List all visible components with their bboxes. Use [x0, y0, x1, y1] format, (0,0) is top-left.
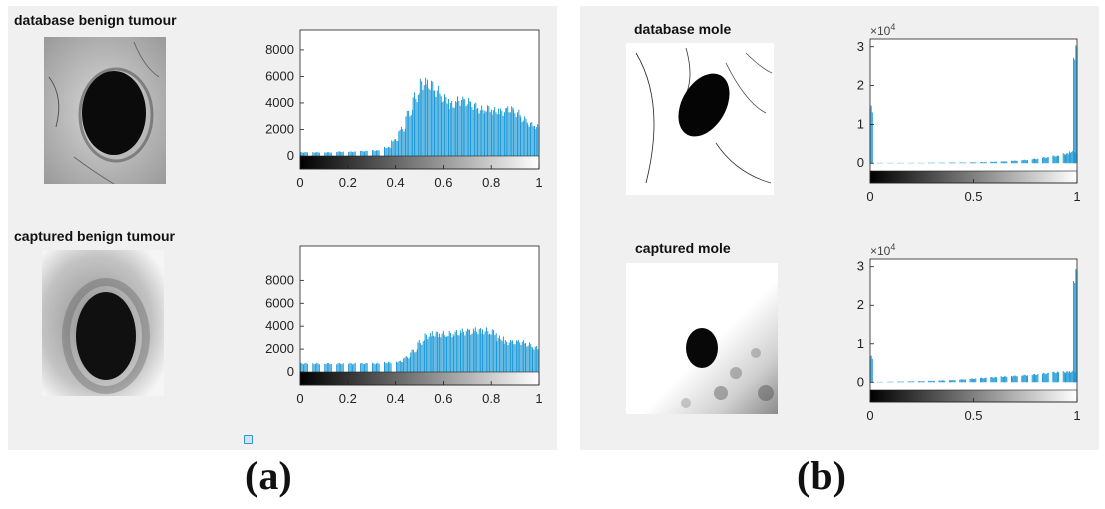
y-exponent-label: ×104 — [870, 22, 895, 38]
axes-frame — [299, 245, 540, 386]
colorbar — [299, 371, 540, 386]
y-tick-label: 2 — [857, 78, 864, 93]
y-tick-label: 6000 — [265, 295, 294, 310]
y-tick-label: 6000 — [265, 68, 294, 83]
y-tick-label: 1 — [857, 116, 864, 131]
y-tick-label: 0 — [857, 374, 864, 389]
y-tick-label: 3 — [857, 39, 864, 54]
x-tick-label: 0.2 — [339, 175, 357, 190]
x-tick-label: 0 — [296, 391, 303, 406]
x-tick-label: 0.4 — [387, 391, 405, 406]
y-tick-label: 2000 — [265, 341, 294, 356]
database-mole-image — [626, 43, 774, 195]
figure-label-b: (b) — [797, 453, 846, 498]
top-image-title: database benign tumour — [14, 12, 177, 28]
x-tick-label: 0 — [296, 175, 303, 190]
x-tick-label: 1 — [1073, 408, 1080, 423]
y-exponent-power: 4 — [890, 22, 895, 32]
colorbar — [299, 155, 540, 170]
y-tick-label: 8000 — [265, 42, 294, 57]
axes-frame — [299, 29, 540, 170]
x-tick-label: 0.8 — [482, 175, 500, 190]
x-tick-label: 0.4 — [387, 175, 405, 190]
x-tick-label: 0 — [866, 408, 873, 423]
top-image-title: database mole — [634, 21, 732, 37]
bottom-image-title: captured mole — [635, 240, 731, 256]
histogram-b-top: 0 1 2 3 0 0.5 1 ×104 — [857, 22, 1081, 204]
x-tick-label: 1 — [535, 391, 542, 406]
histogram-a-bottom: 0 2000 4000 6000 8000 0 0.2 0.4 0.6 0.8 1 — [265, 245, 543, 406]
y-tick-label: 0 — [857, 155, 864, 170]
bottom-image-title: captured benign tumour — [14, 228, 175, 244]
y-tick-label: 1 — [857, 336, 864, 351]
x-tick-label: 0.5 — [964, 189, 982, 204]
x-tick-label: 0 — [866, 189, 873, 204]
y-exponent-power: 4 — [890, 242, 895, 252]
x-tick-label: 0.6 — [434, 391, 452, 406]
figure-label-a: (a) — [245, 453, 292, 498]
y-tick-label: 0 — [287, 148, 294, 163]
captured-mole-image — [626, 263, 778, 414]
y-tick-label: 4000 — [265, 318, 294, 333]
y-tick-label: 3 — [857, 259, 864, 274]
resize-handle[interactable] — [244, 435, 253, 444]
x-tick-label: 1 — [1073, 189, 1080, 204]
y-tick-label: 4000 — [265, 95, 294, 110]
histogram-a-top: 0 2000 4000 6000 8000 0 0.2 0.4 0.6 0.8 1 — [265, 29, 543, 190]
x-tick-label: 1 — [535, 175, 542, 190]
database-benign-tumour-image — [44, 37, 166, 184]
y-tick-label: 2 — [857, 297, 864, 312]
y-tick-label: 0 — [287, 364, 294, 379]
histogram-b-bottom: 0 1 2 3 0 0.5 1 ×104 — [857, 242, 1081, 423]
x-tick-label: 0.2 — [339, 391, 357, 406]
x-tick-label: 0.6 — [434, 175, 452, 190]
y-exponent-label: ×104 — [870, 242, 895, 258]
y-tick-label: 8000 — [265, 272, 294, 287]
y-tick-label: 2000 — [265, 121, 294, 136]
x-tick-label: 0.5 — [964, 408, 982, 423]
x-tick-label: 0.8 — [482, 391, 500, 406]
captured-benign-tumour-image — [42, 250, 164, 396]
